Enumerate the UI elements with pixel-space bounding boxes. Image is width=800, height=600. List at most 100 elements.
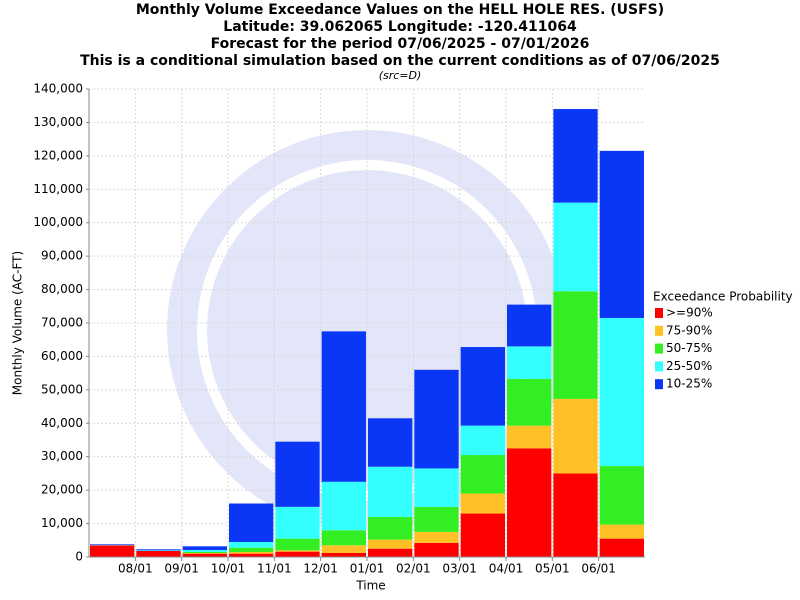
y-tick-label: 120,000	[33, 148, 83, 162]
legend-label: 10-25%	[666, 377, 712, 391]
bar-segment	[553, 398, 598, 474]
x-tick-label: 11/01	[257, 562, 292, 576]
bar-segment	[507, 378, 552, 426]
y-tick-label: 80,000	[41, 282, 83, 296]
x-tick-label: 04/01	[489, 562, 524, 576]
bar-segment	[275, 506, 320, 539]
y-tick-label: 60,000	[41, 349, 83, 363]
legend-label: >=90%	[666, 306, 713, 320]
y-tick-label: 100,000	[33, 215, 83, 229]
y-tick-label: 0	[75, 550, 83, 564]
bar-segment	[90, 544, 135, 545]
legend-swatch	[655, 308, 663, 318]
chart-title: Monthly Volume Exceedance Values on the …	[136, 2, 664, 18]
legend-label: 75-90%	[666, 323, 712, 337]
x-tick-label: 09/01	[164, 562, 199, 576]
bar-segment	[460, 347, 505, 426]
y-tick-label: 90,000	[41, 249, 83, 263]
legend-swatch	[655, 325, 663, 336]
bar-segment	[460, 493, 505, 514]
bar-segment	[507, 346, 552, 379]
bar-segment	[599, 466, 644, 525]
bar-segment	[182, 546, 227, 550]
bar-segment	[275, 538, 320, 551]
bar-segment	[414, 542, 459, 557]
bar-segment	[136, 550, 181, 557]
x-tick-label: 05/01	[535, 562, 570, 576]
bar-segment	[414, 531, 459, 543]
bar-segment	[321, 481, 366, 531]
y-tick-label: 110,000	[33, 182, 83, 196]
chart-title: Latitude: 39.062065 Longitude: -120.4110…	[223, 19, 577, 35]
y-tick-label: 20,000	[41, 483, 83, 497]
bar-segment	[599, 317, 644, 467]
x-tick-label: 03/01	[442, 562, 477, 576]
bar-segment	[229, 503, 274, 542]
bar-segment	[553, 109, 598, 203]
bar-segment	[136, 549, 181, 551]
bar-segment	[321, 545, 366, 553]
x-tick-label: 10/01	[211, 562, 246, 576]
bar-segment	[507, 448, 552, 557]
y-tick-label: 130,000	[33, 115, 83, 129]
bar-segment	[414, 369, 459, 469]
y-tick-label: 10,000	[41, 516, 83, 530]
bar-segment	[321, 331, 366, 482]
bar-segment	[275, 441, 320, 507]
legend-swatch	[655, 343, 663, 354]
x-tick-label: 01/01	[350, 562, 385, 576]
chart-title: This is a conditional simulation based o…	[80, 53, 720, 69]
bar-segment	[182, 552, 227, 554]
bar-segment	[229, 541, 274, 548]
legend-label: 50-75%	[666, 341, 712, 355]
bar-segment	[275, 551, 320, 557]
bar-segment	[229, 547, 274, 552]
y-tick-label: 30,000	[41, 449, 83, 463]
bar-segment	[321, 530, 366, 546]
legend-title: Exceedance Probability	[653, 290, 793, 304]
bar-segment	[507, 425, 552, 449]
bar-segment	[368, 548, 413, 557]
y-axis-label: Monthly Volume (AC-FT)	[11, 251, 25, 395]
y-tick-label: 70,000	[41, 316, 83, 330]
bar-segment	[368, 516, 413, 540]
bar-segment	[553, 473, 598, 557]
chart-title: Forecast for the period 07/06/2025 - 07/…	[211, 36, 590, 52]
bar-segment	[321, 552, 366, 557]
y-tick-label: 140,000	[33, 82, 83, 96]
bar-segment	[599, 150, 644, 318]
bar-segment	[368, 539, 413, 549]
bar-segment	[460, 513, 505, 557]
legend-swatch	[655, 361, 663, 372]
bar-segment	[136, 550, 181, 551]
bar-segment	[599, 538, 644, 557]
x-tick-label: 06/01	[581, 562, 616, 576]
bar-segment	[182, 549, 227, 552]
x-axis-label: Time	[355, 579, 385, 593]
bar-segment	[368, 466, 413, 517]
bar-segment	[553, 291, 598, 399]
bar-segment	[599, 524, 644, 539]
bar-segment	[90, 545, 135, 557]
bar-segment	[275, 550, 320, 552]
chart-subtitle: (src=D)	[379, 69, 422, 82]
x-tick-label: 08/01	[118, 562, 153, 576]
x-tick-label: 02/01	[396, 562, 431, 576]
y-tick-label: 50,000	[41, 382, 83, 396]
bar-segment	[182, 553, 227, 557]
x-tick-label: 12/01	[303, 562, 338, 576]
legend-swatch	[655, 379, 663, 390]
bar-segment	[368, 418, 413, 467]
bar-segment	[460, 425, 505, 456]
bar-segment	[414, 506, 459, 532]
y-tick-label: 40,000	[41, 416, 83, 430]
bar-segment	[229, 551, 274, 554]
bar-segment	[460, 455, 505, 494]
bar-segment	[182, 551, 227, 553]
bar-segment	[229, 553, 274, 557]
bar-segment	[414, 468, 459, 507]
bar-segment	[507, 304, 552, 347]
bar-segment	[553, 202, 598, 292]
